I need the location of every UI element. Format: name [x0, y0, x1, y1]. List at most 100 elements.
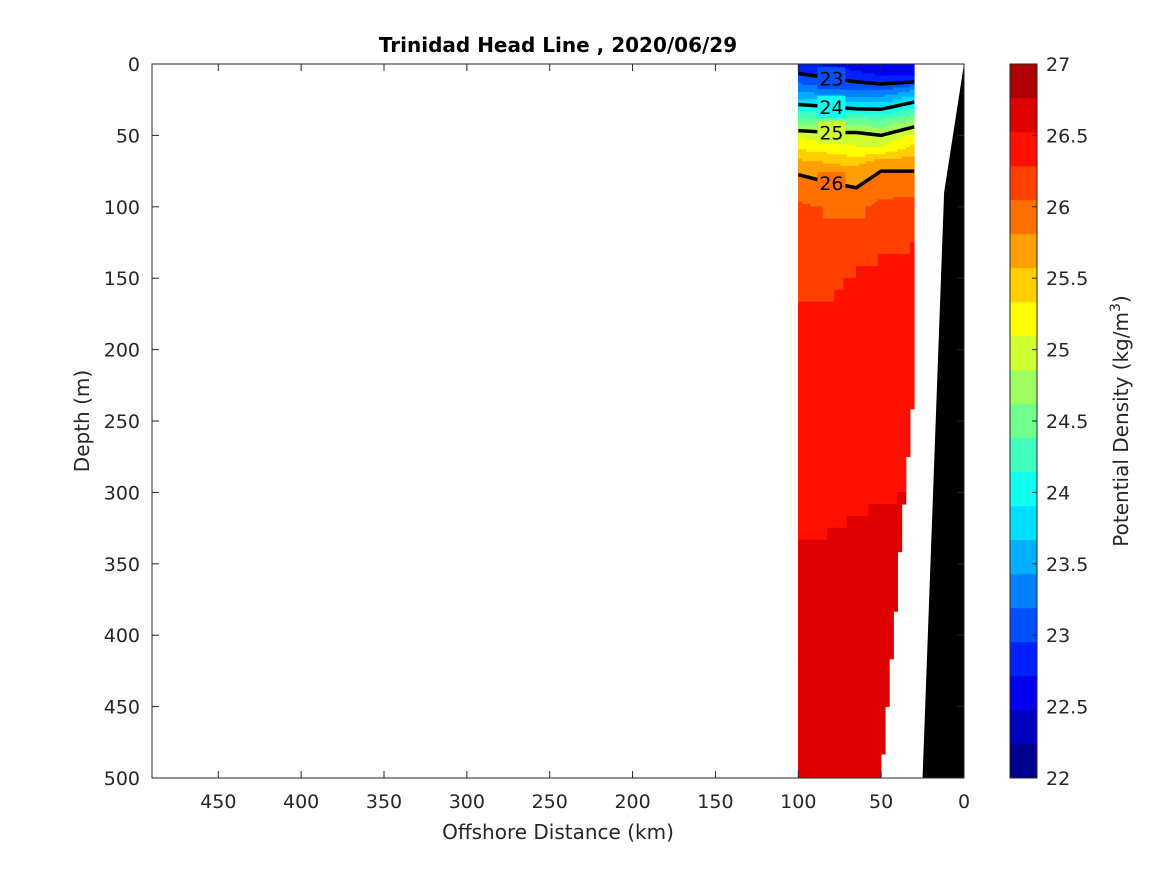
density-cell [846, 204, 851, 208]
contour-label-26: 26 [819, 173, 843, 195]
density-cell [893, 301, 899, 315]
density-cell [880, 175, 886, 179]
density-cell [897, 70, 903, 74]
colorbar-band [1010, 165, 1037, 201]
density-cell [862, 563, 866, 576]
density-cell [893, 189, 899, 193]
density-cell [846, 539, 851, 553]
density-cell [802, 623, 807, 636]
density-cell [822, 149, 828, 153]
density-cell [852, 144, 857, 148]
density-cell [884, 206, 890, 219]
density-cell [818, 149, 824, 153]
density-cell [806, 199, 812, 203]
density-cell [849, 480, 854, 493]
density-cell [806, 158, 812, 162]
density-cell [855, 313, 860, 327]
density-cell [814, 187, 820, 191]
density-cell [834, 373, 838, 386]
density-cell [865, 104, 870, 108]
density-cell [843, 142, 848, 146]
density-cell [843, 706, 848, 719]
density-cell [837, 230, 842, 243]
density-cell [802, 753, 807, 767]
density-cell [865, 646, 870, 660]
density-cell [797, 77, 803, 81]
density-cell [871, 204, 876, 208]
density-cell [877, 73, 882, 77]
density-cell [822, 682, 828, 695]
density-cell [814, 132, 820, 136]
density-cell [843, 563, 848, 576]
density-cell [849, 111, 854, 115]
density-cell [855, 563, 860, 576]
density-cell [862, 730, 866, 743]
density-cell [884, 113, 890, 117]
density-cell [797, 730, 803, 743]
density-cell [846, 682, 851, 695]
density-cell [909, 89, 915, 93]
density-cell [859, 85, 863, 89]
density-cell [797, 185, 803, 189]
density-cell [859, 480, 863, 493]
density-cell [871, 420, 876, 434]
density-cell [893, 163, 899, 167]
density-cell [826, 480, 832, 493]
colorbar-band [1010, 743, 1037, 779]
density-cell [905, 187, 911, 191]
density-cell [822, 742, 828, 755]
density-cell [806, 163, 812, 167]
density-cell [884, 118, 890, 122]
density-cell [826, 266, 832, 279]
density-cell [806, 132, 812, 136]
density-cell [797, 206, 803, 219]
density-cell [865, 156, 870, 160]
density-cell [874, 66, 879, 70]
density-cell [865, 623, 870, 636]
density-cell [880, 456, 886, 469]
density-cell [897, 125, 903, 129]
density-cell [826, 142, 832, 146]
density-cell [865, 89, 870, 93]
density-cell [846, 599, 851, 612]
density-cell [889, 116, 894, 120]
density-cell [810, 266, 816, 279]
density-cell [871, 563, 876, 576]
density-cell [826, 149, 832, 153]
density-cell [905, 337, 911, 350]
density-cell [865, 432, 870, 446]
density-cell [802, 118, 807, 122]
density-cell [880, 349, 886, 362]
density-cell [855, 154, 860, 158]
density-cell [859, 361, 863, 374]
density-cell [893, 492, 899, 505]
density-cell [814, 170, 820, 174]
density-cell [814, 468, 820, 481]
density-cell [834, 201, 838, 205]
density-cell [831, 218, 835, 231]
density-cell [893, 230, 899, 243]
density-cell [797, 97, 803, 100]
density-cell [909, 182, 915, 186]
density-cell [852, 432, 857, 446]
density-cell [865, 634, 870, 648]
density-cell [797, 116, 803, 120]
density-cell [880, 194, 886, 198]
density-cell [797, 396, 803, 410]
density-cell [871, 180, 876, 184]
density-cell [831, 89, 835, 93]
density-cell [865, 658, 870, 672]
density-cell [846, 173, 851, 177]
density-cell [818, 154, 824, 158]
density-cell [797, 599, 803, 612]
density-cell [877, 85, 882, 89]
density-cell [810, 289, 816, 303]
density-cell [871, 634, 876, 648]
density-cell [806, 68, 812, 72]
density-cell [905, 137, 911, 141]
density-cell [814, 301, 820, 315]
density-cell [846, 396, 851, 410]
density-cell [849, 144, 854, 148]
density-cell [814, 730, 820, 743]
density-cell [884, 623, 890, 636]
